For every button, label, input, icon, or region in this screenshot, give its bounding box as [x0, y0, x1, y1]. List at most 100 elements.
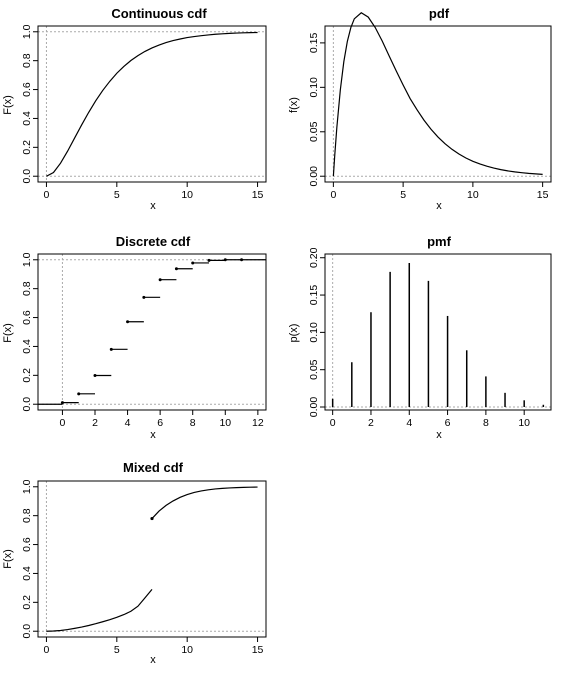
y-axis: 0.0 0.2 0.4 0.6 0.8 1.0 — [21, 479, 38, 639]
x-tick-label: 5 — [114, 644, 120, 656]
y-tick-label: 0.00 — [308, 166, 320, 187]
y-tick-label: 0.15 — [308, 285, 320, 306]
x-tick-label: 8 — [483, 417, 489, 429]
x-tick-label: 15 — [252, 189, 264, 201]
y-tick-label: 1.0 — [21, 252, 33, 267]
data-line — [46, 31, 258, 177]
y-tick-label: 0.10 — [308, 77, 320, 98]
y-tick-label: 0.8 — [21, 281, 33, 296]
y-tick-label: 0.4 — [21, 339, 33, 354]
y-axis: 0.00 0.05 0.10 0.15 — [308, 33, 325, 187]
data-line-upper — [151, 486, 258, 519]
y-tick-label: 1.0 — [21, 479, 33, 494]
y-tick-label: 0.0 — [21, 169, 33, 184]
x-axis-label: x — [436, 200, 442, 212]
y-axis-label: F(x) — [2, 549, 14, 569]
step-point — [142, 295, 146, 299]
step-point — [223, 258, 227, 262]
x-tick-label: 6 — [445, 417, 451, 429]
x-tick-label: 10 — [219, 417, 231, 429]
step-point — [109, 347, 113, 351]
panel-title: pmf — [427, 234, 452, 249]
y-tick-label: 0.4 — [21, 111, 33, 126]
x-tick-label: 10 — [181, 189, 193, 201]
y-axis-label: F(x) — [2, 323, 14, 343]
y-tick-label: 0.20 — [308, 247, 320, 268]
y-tick-label: 0.00 — [308, 397, 320, 418]
x-tick-label: 5 — [400, 189, 406, 201]
x-tick-label: 0 — [330, 189, 336, 201]
data-line-lower — [46, 588, 153, 632]
x-tick-label: 15 — [252, 644, 264, 656]
y-tick-label: 0.05 — [308, 121, 320, 142]
x-tick-label: 10 — [467, 189, 479, 201]
x-axis: 0 5 10 15 — [330, 182, 549, 201]
y-axis-label: F(x) — [2, 95, 14, 115]
x-axis-label: x — [436, 429, 442, 441]
step-point — [158, 278, 162, 282]
x-tick-label: 6 — [157, 417, 163, 429]
y-tick-label: 0.2 — [21, 595, 33, 610]
plot-frame — [37, 480, 267, 638]
x-tick-label: 4 — [406, 417, 412, 429]
y-tick-label: 0.10 — [308, 322, 320, 343]
step-point — [240, 258, 244, 262]
x-axis: 0 5 10 15 — [44, 637, 264, 656]
plot-frame — [37, 253, 267, 411]
x-tick-label: 0 — [60, 417, 66, 429]
x-tick-label: 0 — [330, 417, 336, 429]
step-point — [207, 258, 211, 262]
panel-title: pdf — [429, 6, 450, 21]
x-axis-label: x — [150, 200, 156, 212]
x-axis: 0 2 4 6 8 10 12 — [60, 410, 264, 429]
x-tick-label: 15 — [537, 189, 549, 201]
y-tick-label: 0.2 — [21, 368, 33, 383]
x-tick-label: 2 — [92, 417, 98, 429]
panel-continuous-cdf: Continuous cdf 0 5 10 15 0.0 0.2 0.4 0.6 0.8 1.0… — [2, 6, 267, 212]
y-tick-label: 0.2 — [21, 140, 33, 155]
panel-title: Discrete cdf — [116, 234, 191, 249]
x-axis-label: x — [150, 429, 156, 441]
step-point — [60, 401, 64, 405]
y-axis: 0.00 0.05 0.10 0.15 0.20 — [308, 247, 325, 417]
panel-title: Mixed cdf — [123, 460, 184, 475]
step-point — [191, 261, 195, 265]
y-axis-label: f(x) — [288, 97, 300, 113]
panel-discrete-cdf: Discrete cdf 0 2 4 6 8 10 12 0.0 0.2 0.4 0.6 0.8 1.… — [2, 234, 267, 441]
y-axis: 0.0 0.2 0.4 0.6 0.8 1.0 — [21, 252, 38, 412]
x-tick-label: 0 — [44, 189, 50, 201]
plot-frame — [324, 25, 552, 183]
y-axis: 0.0 0.2 0.4 0.6 0.8 1.0 — [21, 24, 38, 184]
panel-pmf: pmf 0 2 4 6 8 10 0.00 0.05 0.10 0.15 0.20 x p(x) — [288, 234, 552, 441]
panel-pdf: pdf 0 5 10 15 0.00 0.05 0.10 0.15 x f(x) — [288, 6, 552, 212]
x-tick-label: 0 — [44, 644, 50, 656]
y-tick-label: 0.6 — [21, 310, 33, 325]
y-tick-label: 0.0 — [21, 624, 33, 639]
y-tick-label: 1.0 — [21, 24, 33, 39]
y-tick-label: 0.8 — [21, 508, 33, 523]
plot-frame — [324, 253, 552, 411]
y-tick-label: 0.4 — [21, 566, 33, 581]
y-tick-label: 0.6 — [21, 537, 33, 552]
step-point — [93, 373, 97, 377]
jump-point — [150, 516, 154, 521]
plot-frame — [37, 25, 267, 183]
x-tick-label: 5 — [114, 189, 120, 201]
data-line — [332, 12, 543, 177]
panel-title: Continuous cdf — [111, 6, 207, 21]
x-tick-label: 10 — [181, 644, 193, 656]
y-tick-label: 0.0 — [21, 397, 33, 412]
step-point — [126, 320, 130, 324]
panel-mixed-cdf: Mixed cdf 0 5 10 15 0.0 0.2 0.4 0.6 0.8 1.0 x F(… — [2, 460, 267, 666]
x-tick-label: 10 — [518, 417, 530, 429]
x-tick-label: 12 — [252, 417, 264, 429]
x-tick-label: 4 — [125, 417, 131, 429]
x-tick-label: 8 — [190, 417, 196, 429]
y-tick-label: 0.6 — [21, 82, 33, 97]
x-tick-label: 2 — [368, 417, 374, 429]
step-point — [77, 392, 81, 396]
x-axis-label: x — [150, 654, 156, 666]
step-point — [174, 267, 178, 271]
x-axis: 0 5 10 15 — [44, 182, 264, 201]
